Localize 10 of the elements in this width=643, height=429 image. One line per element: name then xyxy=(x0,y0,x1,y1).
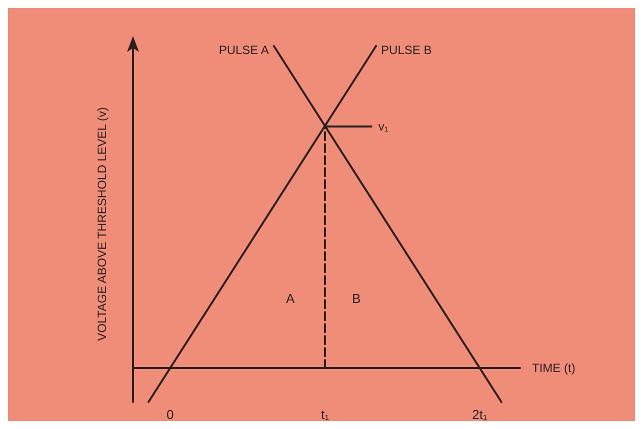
x-tick-label: t₁ xyxy=(320,407,330,422)
annotation: A xyxy=(286,291,295,306)
annotation: B xyxy=(352,291,361,306)
series-label: PULSE B xyxy=(381,43,432,57)
x-tick-label: 2t₁ xyxy=(472,407,488,422)
series-label: PULSE A xyxy=(218,43,269,57)
y-axis-title: VOLTAGE ABOVE THRESHOLD LEVEL (v) xyxy=(95,107,109,341)
x-axis-title: TIME (t) xyxy=(532,361,576,376)
series-label: v₁ xyxy=(378,120,388,134)
x-tick-label: 0 xyxy=(166,407,174,422)
